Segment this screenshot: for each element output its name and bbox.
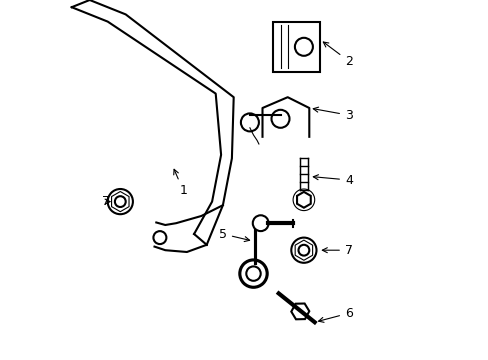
Text: 1: 1 — [173, 169, 187, 197]
Text: 7: 7 — [322, 244, 352, 257]
Text: 4: 4 — [313, 174, 352, 186]
Text: 2: 2 — [323, 42, 352, 68]
Text: 7: 7 — [102, 195, 110, 208]
Text: 3: 3 — [313, 107, 352, 122]
Text: 6: 6 — [318, 307, 352, 322]
Text: 5: 5 — [219, 228, 249, 242]
